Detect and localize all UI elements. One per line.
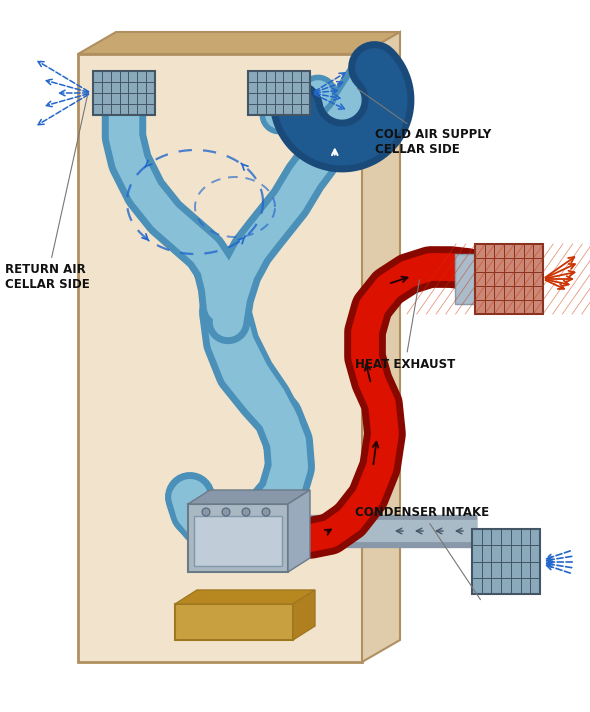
Circle shape: [222, 508, 230, 516]
Bar: [194, 516, 282, 566]
Polygon shape: [288, 490, 310, 572]
Bar: [455, 254, 480, 304]
Bar: [175, 604, 293, 640]
Circle shape: [262, 508, 270, 516]
Text: HEAT EXHAUST: HEAT EXHAUST: [355, 280, 455, 370]
Bar: [472, 529, 540, 594]
Bar: [475, 244, 543, 314]
Text: CONDENSER INTAKE: CONDENSER INTAKE: [355, 506, 489, 600]
Polygon shape: [362, 32, 400, 662]
Polygon shape: [293, 590, 315, 640]
Bar: [78, 54, 362, 662]
Bar: [93, 71, 155, 115]
Text: RETURN AIR
CELLAR SIDE: RETURN AIR CELLAR SIDE: [5, 95, 90, 291]
Polygon shape: [188, 490, 310, 504]
Polygon shape: [78, 32, 400, 54]
Polygon shape: [175, 590, 315, 604]
Circle shape: [242, 508, 250, 516]
Bar: [248, 71, 310, 115]
Bar: [188, 504, 288, 572]
Text: COLD AIR SUPPLY
CELLAR SIDE: COLD AIR SUPPLY CELLAR SIDE: [358, 88, 491, 156]
Circle shape: [202, 508, 210, 516]
